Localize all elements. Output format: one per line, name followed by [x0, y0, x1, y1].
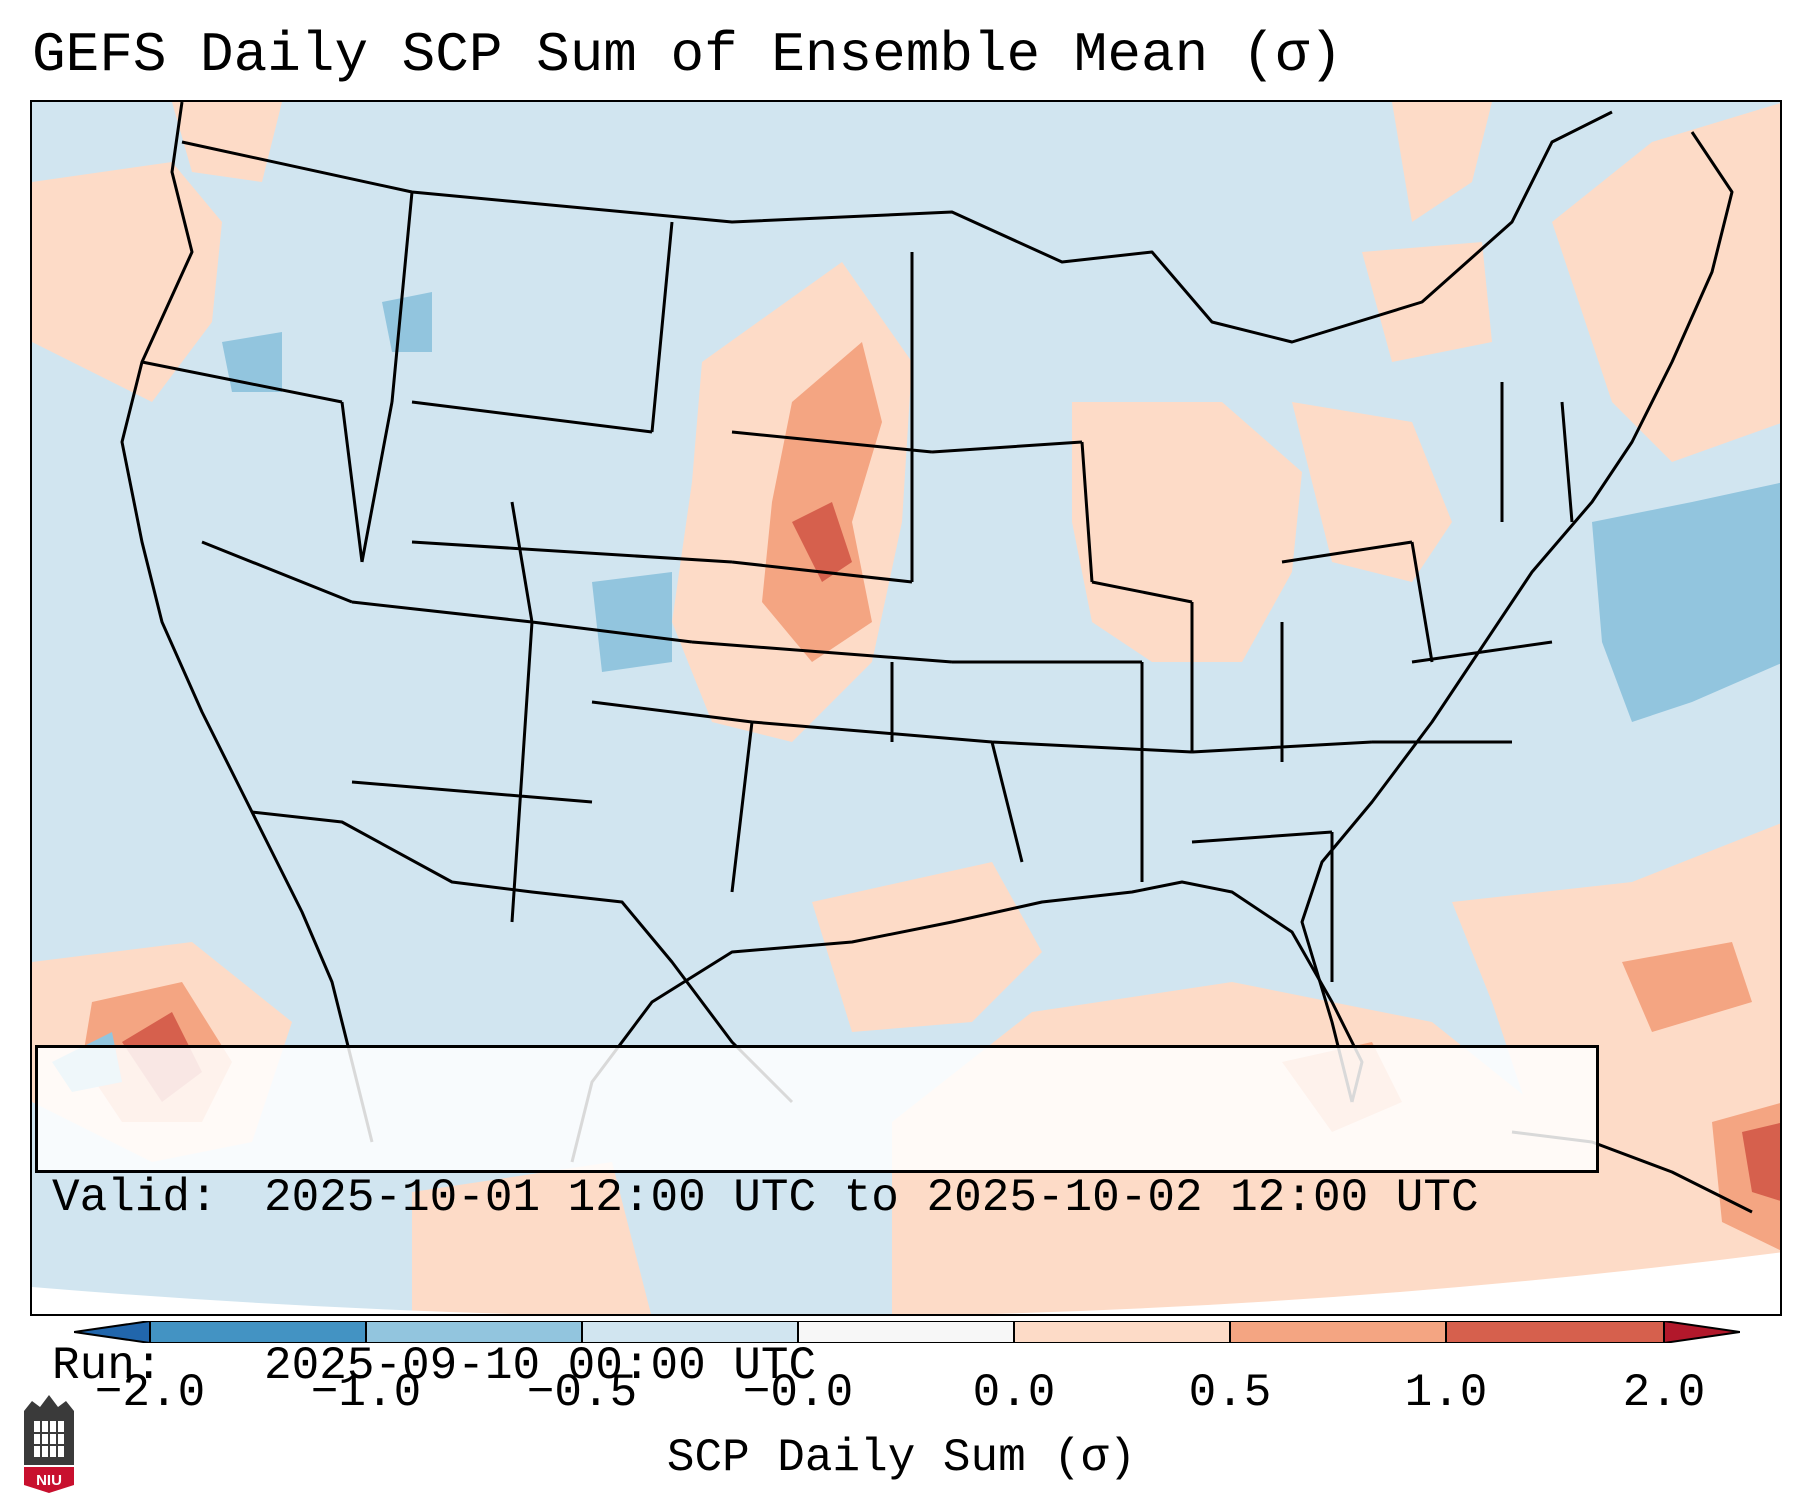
anomaly-core-dakotas [762, 342, 882, 662]
tick-label: 2.0 [1622, 1367, 1706, 1419]
anomaly-neg-atlantic [1592, 482, 1780, 722]
tick-label: 0.5 [1188, 1367, 1272, 1419]
anomaly-quebec [1362, 242, 1492, 362]
tick-label: 1.0 [1404, 1367, 1488, 1419]
canada-border [181, 110, 1613, 344]
state-lines-central [691, 252, 1193, 863]
map-panel [30, 100, 1782, 1316]
anomaly-canada-west [172, 102, 282, 182]
run-row: Run: 2025-09-10 00:00 UTC [52, 1338, 1582, 1394]
positive-anomaly-light [32, 102, 1780, 1314]
colorbar-segment-6 [1230, 1321, 1446, 1343]
colorbar-segment-3 [582, 1321, 798, 1343]
tick-label: −0.0 [742, 1367, 854, 1419]
anomaly-peak-sd [792, 502, 852, 582]
tick-label: 0.0 [972, 1367, 1056, 1419]
colorbar-extend-low [74, 1321, 150, 1343]
gulf-coast [570, 880, 1364, 1163]
colorbar-segment-2 [366, 1321, 582, 1343]
anomaly-midwest [1072, 402, 1302, 662]
valid-label: Valid: [52, 1172, 218, 1224]
colorbar-segment-4 [798, 1321, 1014, 1343]
colorbar [74, 1321, 1740, 1343]
niu-logo-icon: NIU [24, 1395, 74, 1493]
run-label: Run: [52, 1340, 163, 1392]
anomaly-texas [812, 862, 1042, 1032]
state-lines-east [1091, 382, 1574, 982]
run-value: 2025-09-10 00:00 UTC [264, 1340, 817, 1392]
colorbar-tick-labels: −2.0 −1.0 −0.5 −0.0 0.0 0.5 1.0 2.0 [0, 1365, 1803, 1425]
colorbar-segment-5 [1014, 1321, 1230, 1343]
anomaly-northeast [1392, 102, 1492, 222]
tick-label: −2.0 [94, 1367, 206, 1419]
anomaly-new-england [1552, 103, 1780, 462]
colorbar-ticks [149, 1321, 1665, 1343]
chart-title: GEFS Daily SCP Sum of Ensemble Mean (σ) [32, 23, 1343, 87]
anomaly-great-lakes [1292, 402, 1452, 582]
valid-row: Valid: 2025-10-01 12:00 UTC to 2025-10-02… [52, 1170, 1582, 1226]
anomaly-neg-idaho [382, 292, 432, 352]
logo-text: NIU [36, 1472, 62, 1489]
east-coast [1300, 131, 1734, 1103]
anomaly-atlantic-south [1452, 823, 1780, 1314]
tick-label: −1.0 [310, 1367, 422, 1419]
west-coast [120, 102, 374, 1143]
anomaly-peak-caribbean [1742, 1122, 1780, 1201]
anomaly-core-atlantic [1622, 942, 1752, 1032]
anomaly-mexico [412, 1162, 651, 1314]
validity-info-box: Valid: 2025-10-01 12:00 UTC to 2025-10-02… [35, 1045, 1599, 1392]
anomaly-neg-colorado [592, 572, 672, 672]
colorbar-label: SCP Daily Sum (σ) [666, 1432, 1137, 1484]
colorbar-segment-1 [150, 1321, 366, 1343]
colorbar-segment-7 [1446, 1321, 1664, 1343]
anomaly-pacific-nw [32, 162, 222, 402]
anomaly-neg-oregon [222, 332, 282, 392]
colorbar-extend-high [1664, 1321, 1740, 1343]
tick-label: −0.5 [526, 1367, 638, 1419]
valid-value: 2025-10-01 12:00 UTC to 2025-10-02 12:00… [264, 1172, 1479, 1224]
mexico-border [251, 810, 794, 1104]
state-lines-west [141, 191, 754, 923]
out-of-domain-corner [32, 1252, 1780, 1314]
map-canvas [32, 102, 1780, 1314]
